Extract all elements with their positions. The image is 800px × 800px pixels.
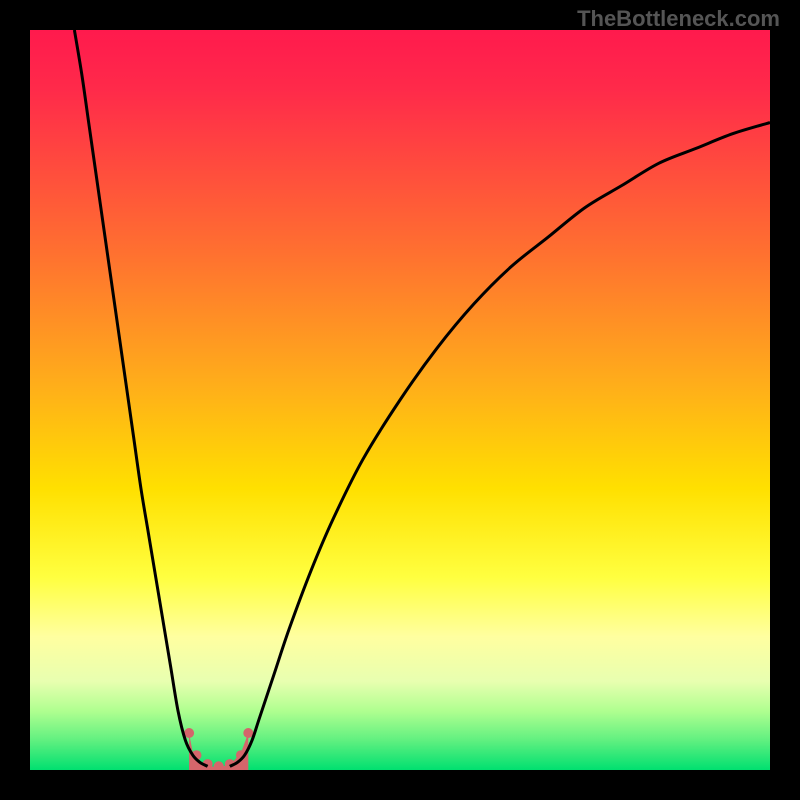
dip-marker <box>243 728 253 738</box>
bottleneck-chart <box>30 30 770 770</box>
watermark-text: TheBottleneck.com <box>577 6 780 32</box>
chart-svg <box>30 30 770 770</box>
